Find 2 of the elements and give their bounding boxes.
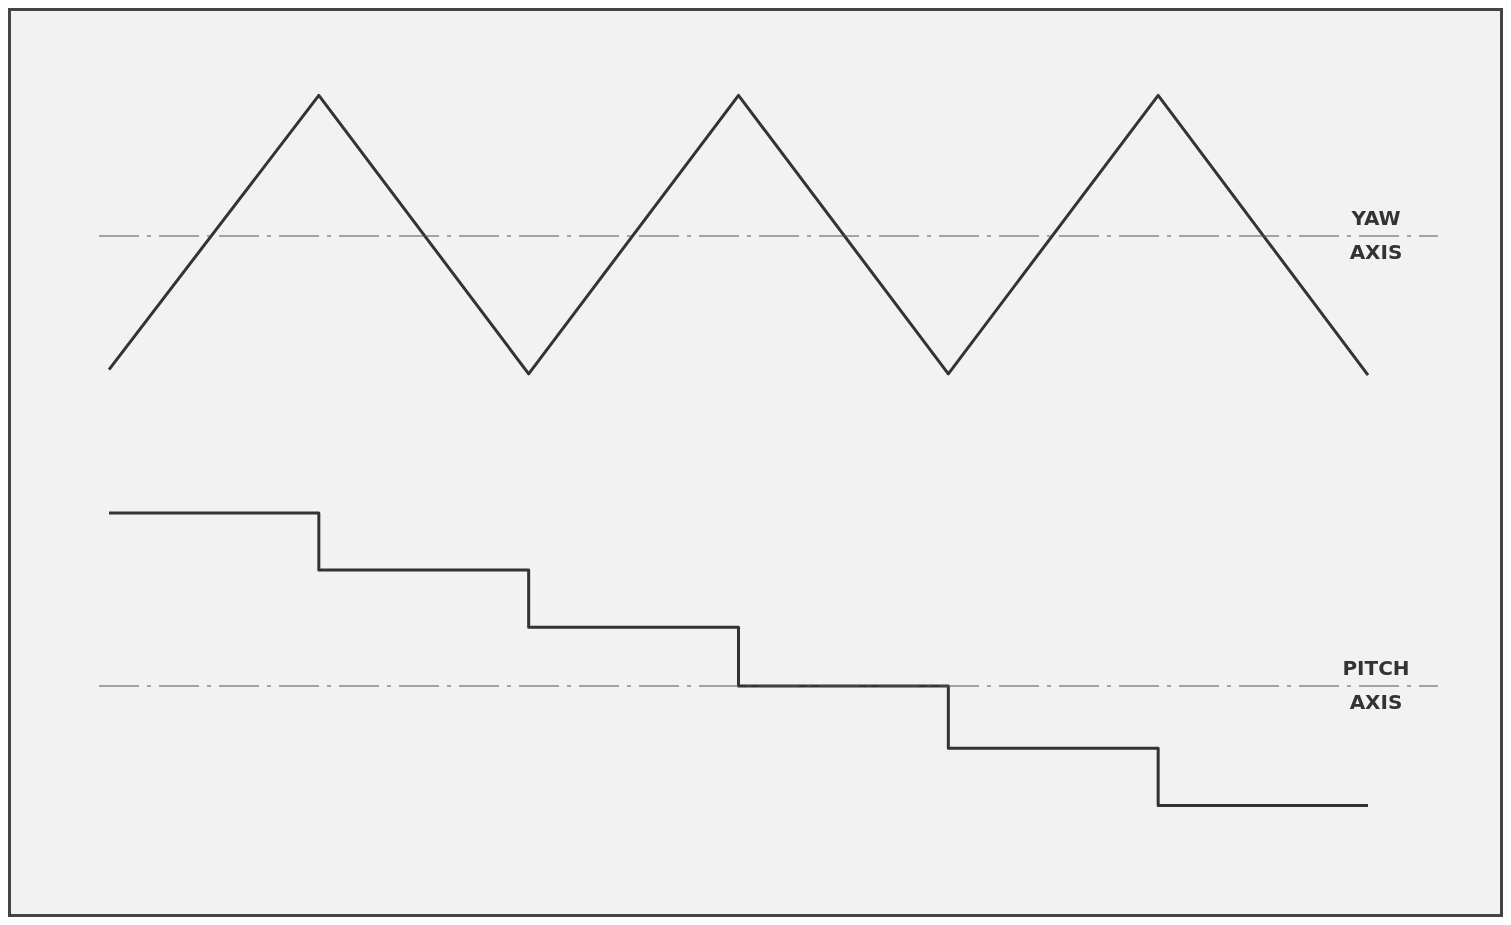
ref-line-label: PITCH AXIS (1342, 656, 1410, 715)
ref-line-label: YAW AXIS (1349, 206, 1403, 265)
